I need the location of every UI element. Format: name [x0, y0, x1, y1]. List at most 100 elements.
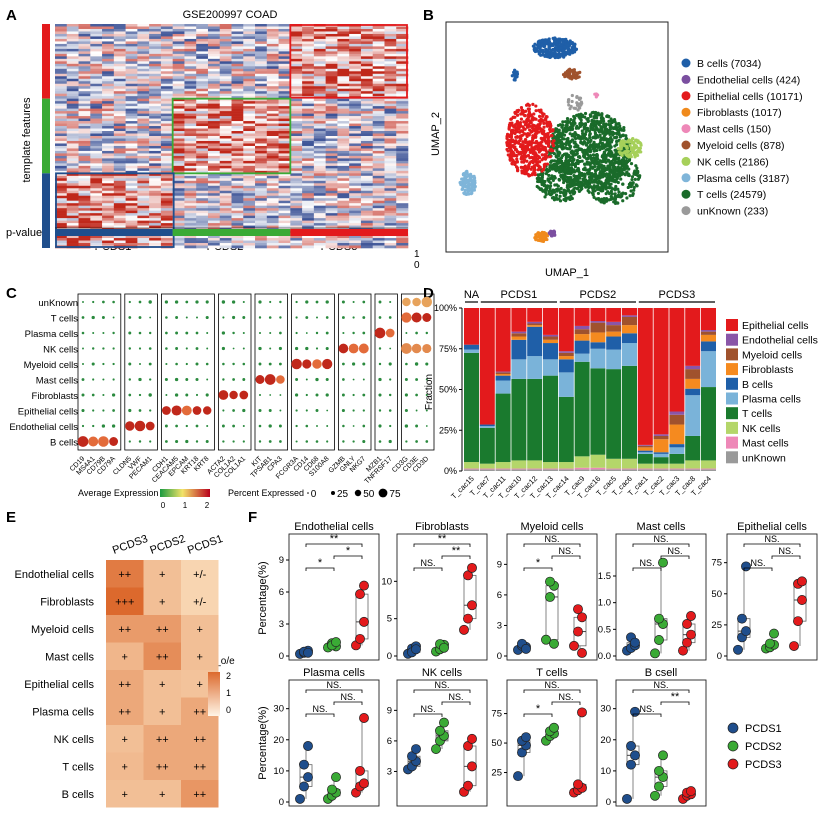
heatmap-cell [302, 113, 315, 117]
umap-point [548, 177, 552, 181]
heatmap-cell [102, 28, 115, 32]
umap-point [613, 148, 617, 152]
heatmap-cell [137, 160, 150, 164]
heatmap-cell [349, 240, 362, 244]
heatmap-cell [278, 61, 291, 65]
umap-point [519, 117, 524, 121]
heatmap-cell [219, 160, 232, 164]
heatmap-cell [243, 165, 256, 169]
heatmap-cell [172, 170, 185, 174]
heatmap-cell [78, 168, 91, 172]
heatmap-cell [55, 126, 68, 129]
heatmap-cell [102, 56, 115, 60]
heatmap-cell [219, 38, 232, 42]
heatmap-cell [384, 148, 397, 152]
heatmap-cell [266, 195, 279, 199]
heatmap-cell [302, 131, 315, 134]
heatmap-cell [243, 195, 256, 199]
umap-point [606, 167, 610, 171]
heatmap-cell [243, 101, 256, 104]
heatmap-cell [384, 71, 397, 75]
umap-point [578, 147, 582, 152]
heatmap-cell [196, 223, 209, 226]
heatmap-cell [231, 213, 244, 216]
heatmap-cell [384, 136, 397, 139]
heatmap-cell [125, 56, 138, 60]
heatmap-cell [102, 190, 115, 194]
heatmap-cell [337, 150, 350, 154]
heatmap-cell [372, 86, 385, 90]
heatmap-cell [90, 190, 103, 194]
heatmap-cell [196, 46, 209, 50]
heatmap-cell [113, 170, 126, 174]
heatmap-cell [160, 220, 173, 224]
heatmap-cell [196, 245, 209, 249]
heatmap-cell [278, 238, 291, 241]
heatmap-cell [349, 205, 362, 209]
heatmap-cell [90, 51, 103, 55]
heatmap-cell [125, 183, 138, 187]
heatmap-cell [290, 158, 303, 162]
heatmap-cell [78, 143, 91, 147]
heatmap-cell [160, 185, 173, 189]
heatmap-cell [337, 205, 350, 209]
heatmap-cell [231, 98, 244, 102]
umap-point [564, 156, 568, 160]
umap-point [518, 144, 523, 149]
heatmap-cell [396, 28, 409, 32]
heatmap-cell [372, 208, 385, 211]
heatmap-cell [172, 41, 185, 45]
heatmap-cell [160, 101, 173, 104]
heatmap-cell [90, 111, 103, 114]
heatmap-cell [290, 48, 303, 52]
heatmap-cell [207, 235, 221, 239]
heatmap-cell [66, 38, 79, 42]
heatmap-cell [207, 183, 221, 187]
heatmap-cell [219, 71, 232, 75]
umap-point [561, 49, 565, 53]
heatmap-cell [66, 61, 79, 65]
heatmap-cell [160, 113, 173, 117]
heatmap-cell [196, 195, 209, 199]
umap-point [535, 131, 539, 135]
heatmap-cell [313, 163, 326, 167]
heatmap-cell [66, 73, 79, 77]
heatmap-cell [278, 83, 291, 87]
heatmap-cell [278, 208, 291, 211]
heatmap-cell [184, 240, 197, 244]
heatmap-cell [113, 81, 126, 85]
heatmap-cell [278, 53, 291, 57]
heatmap-cell [55, 238, 68, 241]
heatmap-cell [313, 180, 326, 184]
umap-point [598, 163, 602, 167]
heatmap-cell [137, 121, 150, 124]
heatmap-cell [66, 128, 79, 132]
umap-point [530, 159, 534, 163]
heatmap-cell [337, 133, 350, 137]
heatmap-cell [125, 123, 138, 127]
heatmap-cell [384, 36, 397, 40]
heatmap-cell [278, 195, 291, 199]
heatmap-cell [66, 203, 79, 206]
heatmap-cell [231, 225, 244, 229]
umap-point [629, 161, 634, 166]
heatmap-cell [384, 31, 397, 35]
umap-point [530, 126, 535, 130]
umap-point [528, 124, 532, 129]
umap-point [555, 46, 559, 50]
heatmap-cell [396, 66, 409, 70]
heatmap-cell [255, 91, 268, 94]
heatmap-cell [384, 178, 397, 182]
heatmap-cell [360, 66, 373, 70]
heatmap-cell [160, 168, 173, 172]
heatmap-cell [90, 225, 103, 229]
heatmap-cell [66, 195, 79, 199]
heatmap-cell [278, 123, 291, 127]
heatmap-cell [384, 218, 397, 221]
heatmap-cell [196, 155, 209, 159]
heatmap-cell [160, 143, 173, 147]
heatmap-cell [278, 138, 291, 142]
heatmap-cell [184, 96, 197, 99]
heatmap-cell [219, 123, 232, 127]
heatmap-cell [78, 243, 91, 246]
